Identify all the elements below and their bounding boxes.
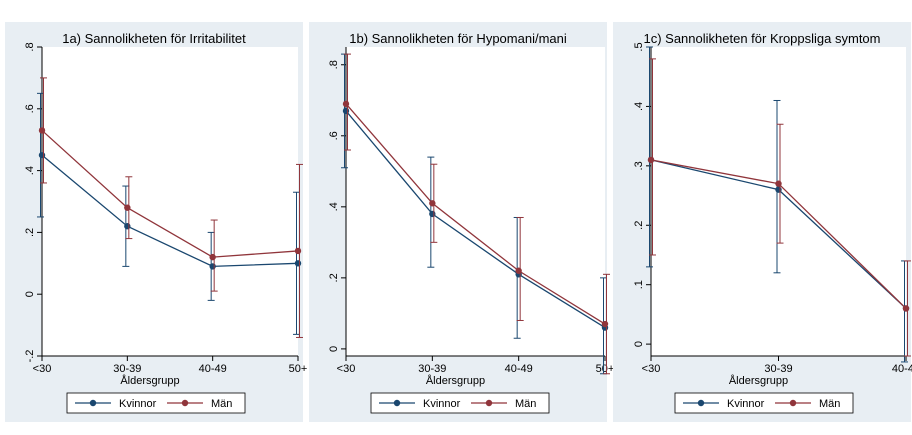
data-point xyxy=(775,186,782,193)
data-point xyxy=(209,253,216,261)
y-tick-label: 0 xyxy=(24,291,36,297)
data-point xyxy=(429,200,436,207)
legend-marker xyxy=(789,399,797,407)
series-man xyxy=(38,77,303,338)
legend-label: Kvinnor xyxy=(423,398,461,410)
series-line xyxy=(345,110,606,329)
legend-marker xyxy=(697,399,705,407)
data-point xyxy=(902,305,910,312)
x-tick-label: <30 xyxy=(642,363,661,375)
y-tick-label: .6 xyxy=(328,131,340,140)
data-point xyxy=(342,100,350,108)
x-axis-title: Åldersgrupp xyxy=(729,374,788,387)
y-tick-label: .6 xyxy=(24,104,36,113)
chart-title: 1c) Sannolikheten för Kroppsliga symtom xyxy=(643,31,880,46)
x-tick-label: 40-49 xyxy=(505,363,533,375)
chart-title: 1b) Sannolikheten för Hypomani/mani xyxy=(349,31,567,46)
chart-title: 1a) Sannolikheten för Irritabilitet xyxy=(62,31,246,46)
series-line xyxy=(41,129,299,258)
y-tick-label: .2 xyxy=(328,273,340,282)
legend-label: Män xyxy=(211,398,232,410)
chart-panel: 1b) Sannolikheten för Hypomani/mani 0 .2 .4… xyxy=(309,22,614,422)
data-point xyxy=(209,263,216,270)
legend-marker xyxy=(181,399,189,407)
legend-label: Män xyxy=(819,398,840,410)
x-tick-label: 50+ xyxy=(289,363,308,375)
y-tick-label: .8 xyxy=(24,42,36,51)
y-tick-label: .1 xyxy=(633,280,645,289)
chart-panel: 1c) Sannolikheten för Kroppsliga symtom 0… xyxy=(613,22,912,422)
x-tick-label: 30-39 xyxy=(418,363,446,375)
x-tick-label: 30-39 xyxy=(764,363,792,375)
legend-marker xyxy=(485,399,493,407)
plot-area xyxy=(346,47,605,356)
y-tick-label: .3 xyxy=(633,161,645,170)
y-tick-label: 0 xyxy=(328,346,340,352)
plot-area xyxy=(42,47,298,356)
legend-label: Kvinnor xyxy=(727,398,765,410)
data-point xyxy=(601,320,609,328)
data-point xyxy=(124,223,131,230)
x-tick-label: <30 xyxy=(337,363,356,375)
x-tick-label: <30 xyxy=(33,363,52,375)
series-man xyxy=(647,58,911,357)
series-line xyxy=(345,103,606,325)
data-point xyxy=(38,151,46,159)
data-point xyxy=(647,156,655,164)
x-tick-label: 50+ xyxy=(596,363,615,375)
series-man xyxy=(342,53,610,375)
legend-label: Kvinnor xyxy=(119,398,157,410)
x-tick-label: 40-49 xyxy=(892,363,912,375)
y-tick-label: .4 xyxy=(24,166,36,175)
legend: Kvinnor Män xyxy=(66,392,246,414)
data-point xyxy=(342,107,350,115)
y-tick-label: .4 xyxy=(328,202,340,211)
y-tick-label: .5 xyxy=(633,42,645,51)
legend-marker xyxy=(393,399,401,407)
plot-area xyxy=(651,47,906,356)
data-point xyxy=(515,267,522,274)
x-tick-label: 40-49 xyxy=(199,363,227,375)
series-line xyxy=(41,154,299,268)
legend-box xyxy=(66,392,246,414)
data-point xyxy=(124,204,131,211)
data-point xyxy=(294,247,302,255)
x-axis-title: Åldersgrupp xyxy=(426,374,485,387)
x-tick-label: 30-39 xyxy=(113,363,141,375)
chart-panel: 1a) Sannolikheten för Irritabilitet -.2 0.… xyxy=(5,22,307,422)
data-point xyxy=(429,210,436,218)
y-tick-label: .8 xyxy=(328,60,340,69)
legend-label: Män xyxy=(515,398,536,410)
data-point xyxy=(38,127,46,134)
legend-box xyxy=(370,392,550,414)
x-axis-title: Åldersgrupp xyxy=(120,374,179,387)
legend: Kvinnor Män xyxy=(674,392,854,414)
data-point xyxy=(294,260,302,267)
y-tick-label: 0 xyxy=(633,341,645,347)
y-tick-label: .2 xyxy=(633,221,645,230)
y-tick-label: .2 xyxy=(24,228,36,237)
y-tick-label: .4 xyxy=(633,102,645,111)
legend-box xyxy=(674,392,854,414)
legend-marker xyxy=(89,399,97,407)
legend: Kvinnor Män xyxy=(370,392,550,414)
y-tick-label: -.2 xyxy=(24,350,36,363)
data-point xyxy=(775,180,782,187)
